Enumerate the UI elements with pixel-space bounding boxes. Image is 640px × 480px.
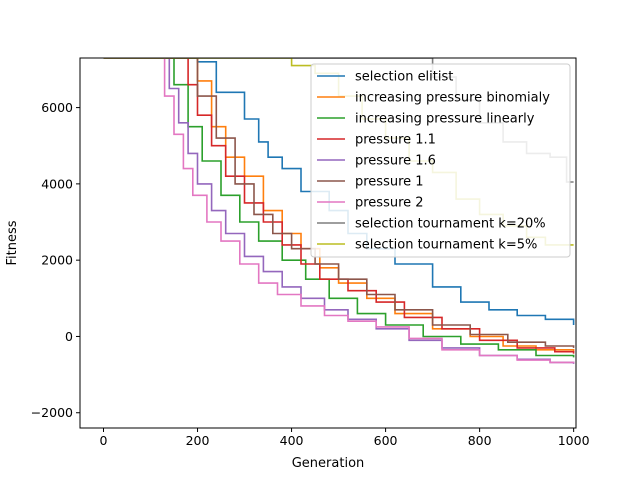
legend-label: increasing pressure linearly (355, 112, 535, 127)
x-tick-label: 1000 (558, 433, 590, 448)
x-tick-label: 0 (100, 433, 108, 448)
legend-entries: selection elitist increasing pressure bin… (317, 70, 550, 253)
y-tick-label: −2000 (31, 405, 73, 420)
legend-label: pressure 2 (355, 196, 424, 211)
legend: selection elitist increasing pressure bin… (310, 63, 571, 258)
x-axis: 0 200 400 600 800 1000 (100, 428, 590, 448)
series-line-pressure-2 (103, 58, 575, 364)
x-tick-label: 200 (186, 433, 210, 448)
legend-box (310, 63, 571, 258)
series-line-increasing-pressure-linearly (103, 58, 575, 358)
legend-label: selection tournament k=5% (355, 238, 537, 253)
legend-label: selection tournament k=20% (355, 217, 546, 232)
x-tick-label: 400 (280, 433, 304, 448)
legend-label: increasing pressure binomialy (355, 91, 550, 106)
x-axis-label: Generation (292, 456, 365, 471)
y-axis-label: Fitness (5, 220, 20, 265)
legend-label: pressure 1.1 (355, 133, 436, 148)
x-tick-label: 800 (468, 433, 492, 448)
x-tick-label: 600 (374, 433, 398, 448)
series-line-pressure-1 (103, 58, 575, 348)
y-tick-label: 4000 (41, 176, 73, 191)
series-line-increasing-pressure-binomialy (103, 58, 575, 352)
legend-label: selection elitist (355, 70, 453, 85)
series-line-pressure-1-1 (103, 58, 575, 354)
legend-label: pressure 1.6 (355, 154, 436, 169)
y-tick-label: 0 (65, 329, 73, 344)
legend-label: pressure 1 (355, 175, 424, 190)
y-axis: −2000 0 2000 4000 6000 (31, 100, 80, 420)
y-tick-label: 2000 (41, 253, 73, 268)
plot-area-frame (79, 57, 577, 429)
y-tick-label: 6000 (41, 100, 73, 115)
